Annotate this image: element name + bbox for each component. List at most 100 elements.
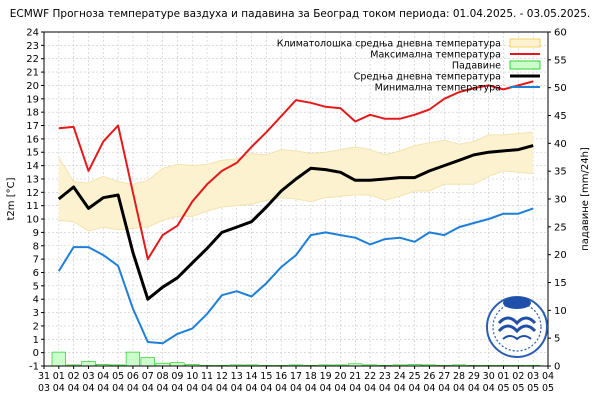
precipitation-bar [125,351,140,367]
x-tick-day-label: 15 [260,371,272,382]
x-tick-day-label: 22 [364,371,376,382]
x-tick-day-label: 11 [201,371,213,382]
precipitation-bars [51,351,541,367]
x-tick-month-label: 05 [512,383,524,394]
x-tick-month-label: 04 [82,383,94,394]
x-tick-day-label: 03 [82,371,94,382]
climate-band-upper-edge [58,131,534,185]
y-left-tick-label: 11 [26,201,39,212]
x-tick-month-label: 04 [334,383,346,394]
x-tick-month-label: 05 [542,383,554,394]
y-left-tick-label: 21 [26,68,39,79]
x-tick-day-label: 02 [512,371,524,382]
x-tick-day-label: 16 [275,371,287,382]
x-tick-month-label: 04 [112,383,124,394]
x-tick-day-label: 04 [97,371,109,382]
y-right-tick-label: 40 [554,139,567,150]
x-tick-day-label: 21 [349,371,361,382]
legend-label: Климатолошка средња дневна температура [277,39,501,50]
x-tick-month-label: 04 [142,383,154,394]
y-left-tick-label: 2 [33,321,39,332]
precipitation-bar [140,357,155,367]
y-right-tick-label: 5 [554,334,560,345]
x-tick-month-label: 05 [527,383,539,394]
x-tick-month-label: 04 [379,383,391,394]
x-tick-month-label: 04 [127,383,139,394]
y-left-tick-label: 14 [26,161,39,172]
x-tick-month-label: 04 [97,383,109,394]
x-tick-day-label: 18 [305,371,317,382]
y-left-tick-label: 23 [26,41,39,52]
climate-band [58,131,534,232]
x-tick-month-label: 04 [216,383,228,394]
x-tick-day-label: 09 [171,371,183,382]
legend-label: Минимална температура [375,83,501,94]
x-tick-day-label: 30 [483,371,495,382]
y-right-tick-label: 50 [554,83,567,94]
y-left-tick-label: 18 [26,108,39,119]
x-tick-day-label: 14 [245,371,257,382]
x-tick-month-label: 04 [186,383,198,394]
x-tick-day-label: 13 [231,371,243,382]
x-tick-month-label: 04 [409,383,421,394]
y-right-tick-label: 15 [554,278,567,289]
legend-label: Максимална температура [370,50,501,61]
x-tick-day-label: 24 [394,371,406,382]
y-left-tick-label: 19 [26,94,39,105]
x-tick-day-label: 27 [438,371,450,382]
x-tick-day-label: 28 [453,371,465,382]
x-tick-month-label: 04 [275,383,287,394]
y-left-tick-label: 24 [26,28,39,39]
x-tick-day-label: 04 [542,371,554,382]
x-tick-month-label: 05 [497,383,509,394]
y-right-tick-label: 35 [554,167,567,178]
x-tick-month-label: 04 [231,383,243,394]
y-right-tick-label: 45 [554,111,567,122]
x-tick-month-label: 04 [320,383,332,394]
y-right-tick-label: 20 [554,250,567,261]
y-left-tick-label: 8 [33,241,39,252]
x-tick-day-label: 20 [334,371,346,382]
x-tick-month-label: 03 [38,383,50,394]
x-tick-day-label: 05 [112,371,124,382]
x-tick-day-label: 07 [142,371,154,382]
y-left-tick-label: 7 [33,255,39,266]
x-tick-month-label: 04 [453,383,465,394]
legend-swatch-bar [509,60,541,70]
precipitation-bar [81,361,96,367]
y-left-tick-label: 6 [33,268,39,279]
x-tick-day-label: 02 [68,371,80,382]
legend-swatch-band [509,38,541,48]
y-left-tick-label: 15 [26,148,39,159]
y-right-tick-label: 10 [554,306,567,317]
chart-title: ECMWF Прогноза температуре ваздуха и пад… [10,8,591,20]
x-tick-day-label: 12 [216,371,228,382]
x-tick-month-label: 04 [364,383,376,394]
y-left-tick-label: 0 [33,348,39,359]
climate-band-area [58,132,534,232]
y-left-tick-label: -1 [29,362,39,373]
x-tick-month-label: 04 [438,383,450,394]
y-left-tick-label: 16 [26,134,39,145]
y-right-tick-label: 25 [554,222,567,233]
y-left-tick-label: 17 [26,121,39,132]
x-tick-month-label: 04 [394,383,406,394]
x-tick-month-label: 04 [53,383,65,394]
x-tick-day-label: 03 [527,371,539,382]
x-tick-day-label: 26 [423,371,435,382]
y-right-tick-label: 0 [554,362,560,373]
x-tick-day-label: 10 [186,371,198,382]
x-tick-month-label: 04 [349,383,361,394]
climate-band-lower-edge [58,170,534,232]
y-left-tick-label: 1 [33,335,39,346]
x-tick-month-label: 04 [171,383,183,394]
x-tick-day-label: 01 [53,371,65,382]
legend-label: Средња дневна температура [354,72,501,83]
x-tick-month-label: 04 [68,383,80,394]
x-tick-day-label: 06 [127,371,139,382]
legend-label: Падавине [452,61,501,72]
x-tick-month-label: 04 [260,383,272,394]
y-right-tick-label: 60 [554,28,567,39]
x-tick-day-label: 23 [379,371,391,382]
